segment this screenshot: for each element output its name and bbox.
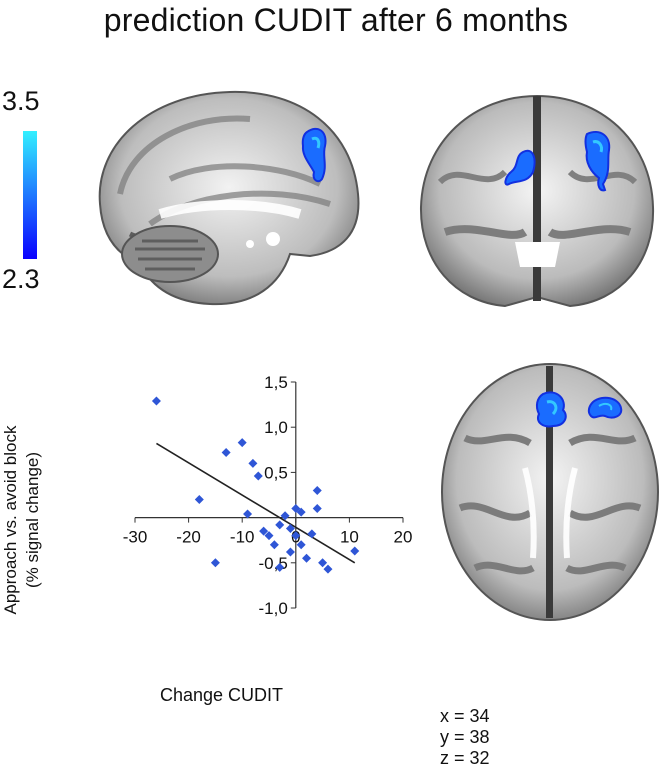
axial-brain-slice xyxy=(435,358,665,626)
x-tick-label: -20 xyxy=(176,528,201,547)
y-axis-label-line2: (% signal change) xyxy=(23,451,42,589)
y-tick-label: -0,5 xyxy=(259,554,288,573)
data-point xyxy=(285,547,295,557)
data-point xyxy=(221,448,231,458)
coord-y: y = 38 xyxy=(440,727,490,747)
colorbar-gradient xyxy=(23,131,37,259)
data-point xyxy=(302,553,312,563)
x-tick-label: -10 xyxy=(230,528,255,547)
x-tick-label: -30 xyxy=(123,528,148,547)
y-axis-label-line1: Approach vs. avoid block xyxy=(1,425,20,615)
data-point xyxy=(312,485,322,495)
data-point xyxy=(248,458,258,468)
data-point xyxy=(323,564,333,574)
data-point xyxy=(194,495,204,505)
data-point xyxy=(285,523,295,533)
x-tick-label: 20 xyxy=(394,528,413,547)
sagittal-brain-slice xyxy=(90,84,368,310)
data-point xyxy=(237,438,247,448)
data-point xyxy=(151,396,161,406)
data-point xyxy=(307,529,317,539)
scatter-chart: -30-20-1001020-1,0-0,50,51,01,5 xyxy=(123,373,413,618)
data-point xyxy=(275,562,285,572)
slice-coordinates: x = 34 y = 38 z = 32 xyxy=(430,685,502,769)
data-point xyxy=(210,558,220,568)
coord-x: x = 34 xyxy=(440,706,490,726)
data-point xyxy=(296,540,306,550)
y-tick-label: 0,5 xyxy=(264,463,288,482)
data-point xyxy=(350,546,360,556)
data-point xyxy=(253,471,263,481)
data-point xyxy=(269,540,279,550)
data-point xyxy=(291,531,301,541)
coord-z: z = 32 xyxy=(440,748,490,768)
colorbar-max-label: 3.5 xyxy=(2,86,40,116)
y-tick-label: -1,0 xyxy=(259,599,288,618)
x-tick-label: 10 xyxy=(340,528,359,547)
y-tick-label: 1,0 xyxy=(264,418,288,437)
data-point xyxy=(312,504,322,514)
x-axis-label: Change CUDIT xyxy=(160,685,284,705)
data-point xyxy=(259,526,269,536)
data-point xyxy=(243,509,253,519)
data-point xyxy=(264,531,274,541)
data-point xyxy=(318,558,328,568)
data-point xyxy=(296,507,306,517)
coronal-brain-slice xyxy=(415,92,660,310)
data-point xyxy=(275,520,285,530)
data-point xyxy=(280,511,290,521)
y-axis-label: Approach vs. avoid block (% signal chang… xyxy=(0,360,44,680)
trend-line xyxy=(156,442,356,564)
y-tick-label: 1,5 xyxy=(264,373,288,392)
figure-title: prediction CUDIT after 6 months xyxy=(103,2,569,38)
colorbar-min-label: 2.3 xyxy=(2,264,40,294)
